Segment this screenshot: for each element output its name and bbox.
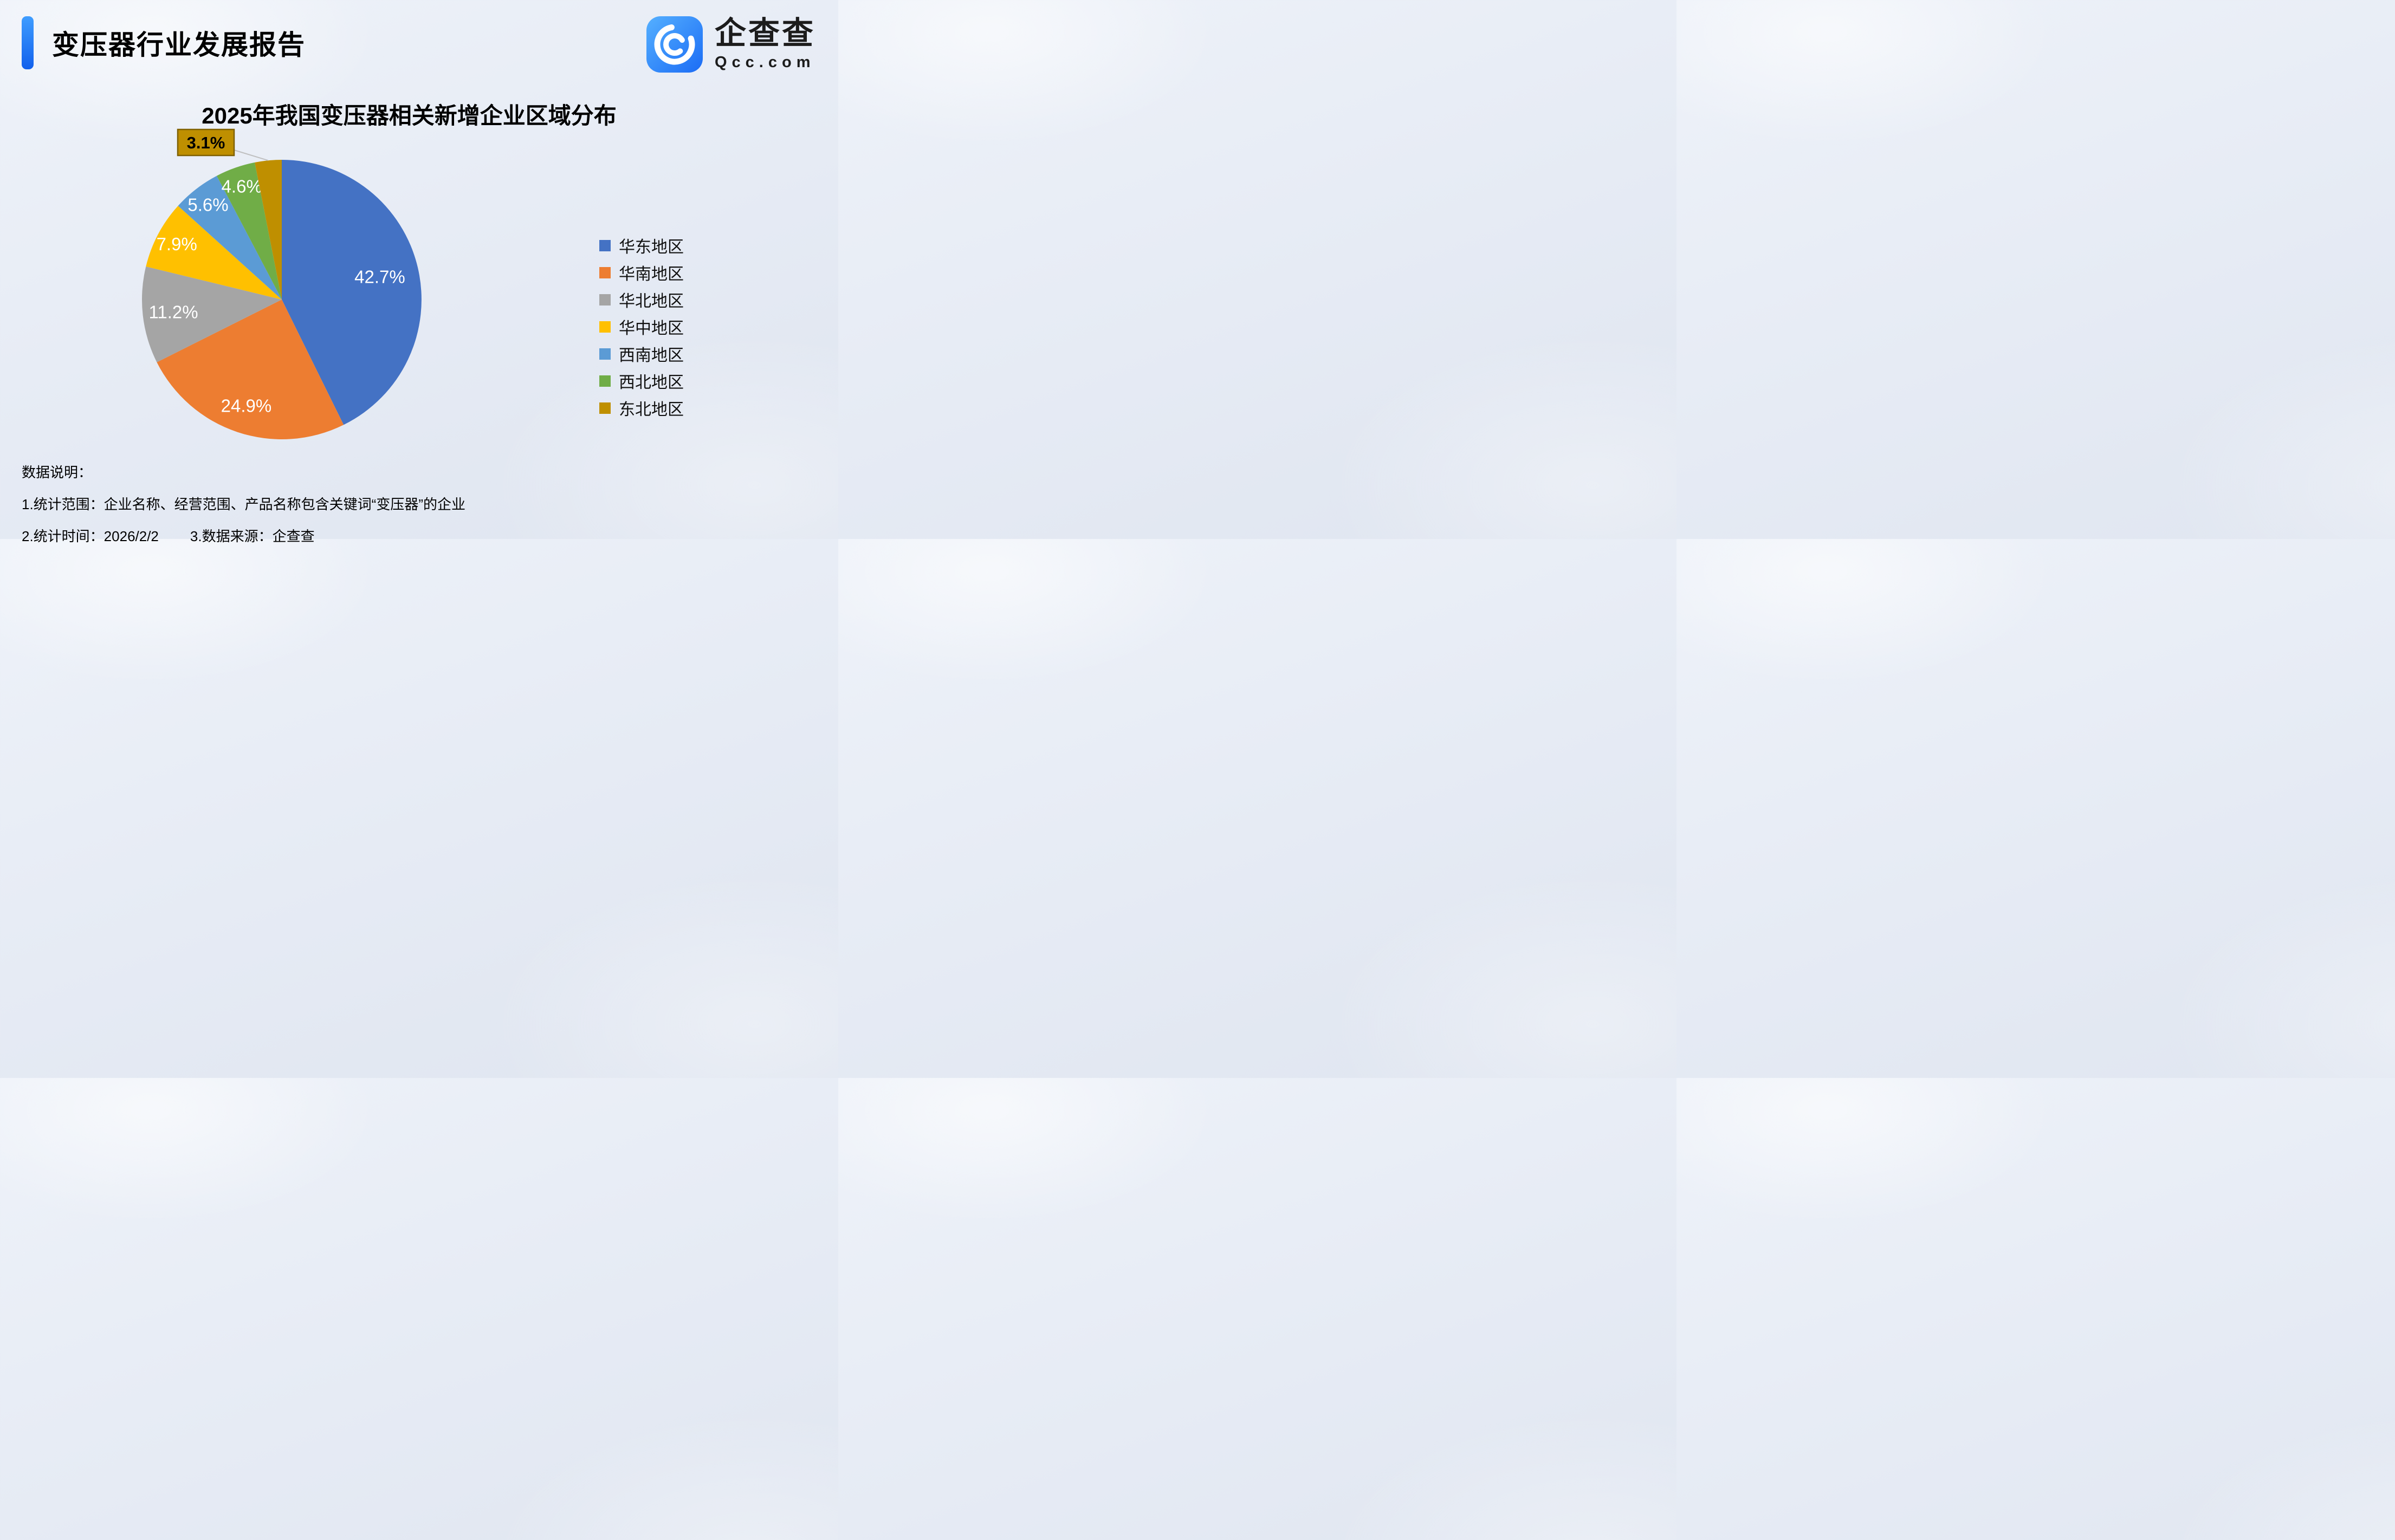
pie-slice-西北地区 (217, 162, 282, 300)
pie-slice-华南地区 (157, 300, 344, 439)
qcc-logo-domain: Qcc.com (714, 53, 815, 71)
legend-label: 西南地区 (619, 347, 684, 365)
legend: 华东地区华南地区华北地区华中地区西南地区西北地区东北地区 (599, 232, 684, 421)
legend-label: 华北地区 (619, 293, 684, 310)
slice-label: 4.6% (222, 176, 262, 196)
legend-label: 华南地区 (619, 265, 684, 283)
page-title: 变压器行业发展报告 (52, 30, 306, 60)
callout-label: 3.1% (187, 133, 225, 152)
legend-item: 华中地区 (599, 313, 684, 340)
legend-label: 西北地区 (619, 374, 684, 392)
slice-label: 42.7% (354, 267, 405, 287)
legend-swatch (599, 267, 611, 278)
qcc-logo-name: 企查查 (714, 16, 815, 51)
legend-swatch (599, 321, 611, 333)
pie-chart-area: 42.7% 24.9% 11.2% 7.9% 5.6% 4.6% 3.1% (108, 127, 455, 466)
legend-label: 东北地区 (619, 401, 684, 419)
report-header: 变压器行业发展报告 (22, 16, 306, 69)
data-notes: 数据说明： 1.统计范围：企业名称、经营范围、产品名称包含关键词“变压器”的企业… (22, 462, 465, 557)
callout-leader-line (234, 150, 269, 161)
legend-swatch (599, 294, 611, 306)
pie-chart: 42.7% 24.9% 11.2% 7.9% 5.6%4.6% 3.1% (141, 128, 422, 439)
pie-slice-华东地区 (282, 160, 422, 425)
slice-label: 7.9% (157, 234, 197, 254)
legend-item: 华北地区 (599, 286, 684, 313)
pie-slice-西南地区 (178, 176, 282, 300)
qcc-logo-icon (646, 16, 703, 73)
title-accent-bar (22, 16, 34, 69)
callout-box (177, 128, 235, 157)
notes-line-2: 2.统计时间：2026/2/2 3.数据来源：企查查 (22, 525, 465, 545)
legend-label: 华中地区 (619, 320, 684, 337)
legend-item: 华南地区 (599, 259, 684, 286)
legend-item: 华东地区 (599, 232, 684, 259)
notes-line-1: 1.统计范围：企业名称、经营范围、产品名称包含关键词“变压器”的企业 (22, 496, 466, 512)
notes-source: 3.数据来源：企查查 (190, 528, 315, 544)
qcc-logo-text: 企查查 Qcc.com (715, 17, 815, 72)
slice-label: 11.2% (148, 302, 198, 322)
legend-swatch (599, 402, 611, 414)
legend-swatch (599, 375, 611, 387)
notes-time: 2.统计时间：2026/2/2 (22, 528, 159, 544)
legend-item: 东北地区 (599, 394, 684, 421)
pie-slice-华中地区 (146, 206, 282, 300)
legend-item: 西北地区 (599, 367, 684, 394)
legend-swatch (599, 239, 611, 251)
pie-slice-东北地区 (255, 160, 282, 300)
legend-label: 华东地区 (619, 238, 684, 256)
pie-slice-华北地区 (141, 267, 282, 362)
qcc-c-mark-icon (654, 24, 695, 65)
legend-item: 西南地区 (599, 340, 684, 367)
chart-title: 2025年我国变压器相关新增企业区域分布 (202, 103, 617, 128)
notes-heading: 数据说明： (22, 464, 93, 480)
slice-label: 24.9% (221, 395, 272, 415)
slice-label: 5.6% (187, 194, 228, 215)
qcc-logo: 企查查 Qcc.com (646, 16, 815, 73)
legend-swatch (599, 348, 611, 360)
